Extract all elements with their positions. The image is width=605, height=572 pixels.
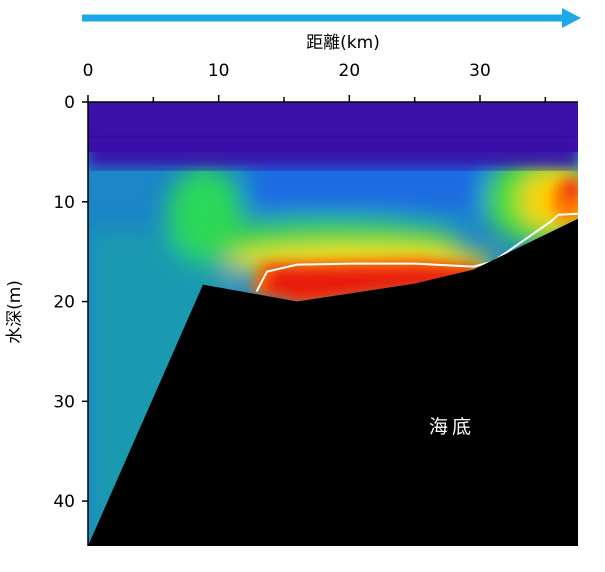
y-tick-label: 10: [53, 193, 75, 213]
field-red-core: [262, 266, 478, 302]
y-axis-title: 水深(m): [5, 280, 25, 344]
seafloor-shape: [88, 218, 578, 547]
y-ticks: 0 10 20 30 40: [53, 93, 88, 512]
seafloor-label: 海底: [429, 416, 475, 438]
y-tick-label: 30: [53, 392, 75, 412]
axes: 0 10 20 30 0 10 20 30 40: [53, 61, 578, 546]
y-tick-label: 0: [64, 93, 75, 113]
x-tick-label: 10: [208, 61, 230, 81]
x-axis-title: 距離(km): [306, 33, 380, 53]
x-ticks: 0 10 20 30: [83, 61, 547, 102]
x-tick-label: 30: [469, 61, 491, 81]
field-surface-fade: [88, 138, 578, 168]
direction-arrow: [82, 8, 581, 28]
y-tick-label: 40: [53, 492, 75, 512]
x-tick-label: 20: [339, 61, 361, 81]
x-tick-label: 0: [83, 61, 94, 81]
temperature-field: [88, 102, 578, 546]
high-value-contour: [255, 212, 578, 293]
field-red-right: [562, 178, 578, 202]
y-tick-label: 20: [53, 293, 75, 313]
